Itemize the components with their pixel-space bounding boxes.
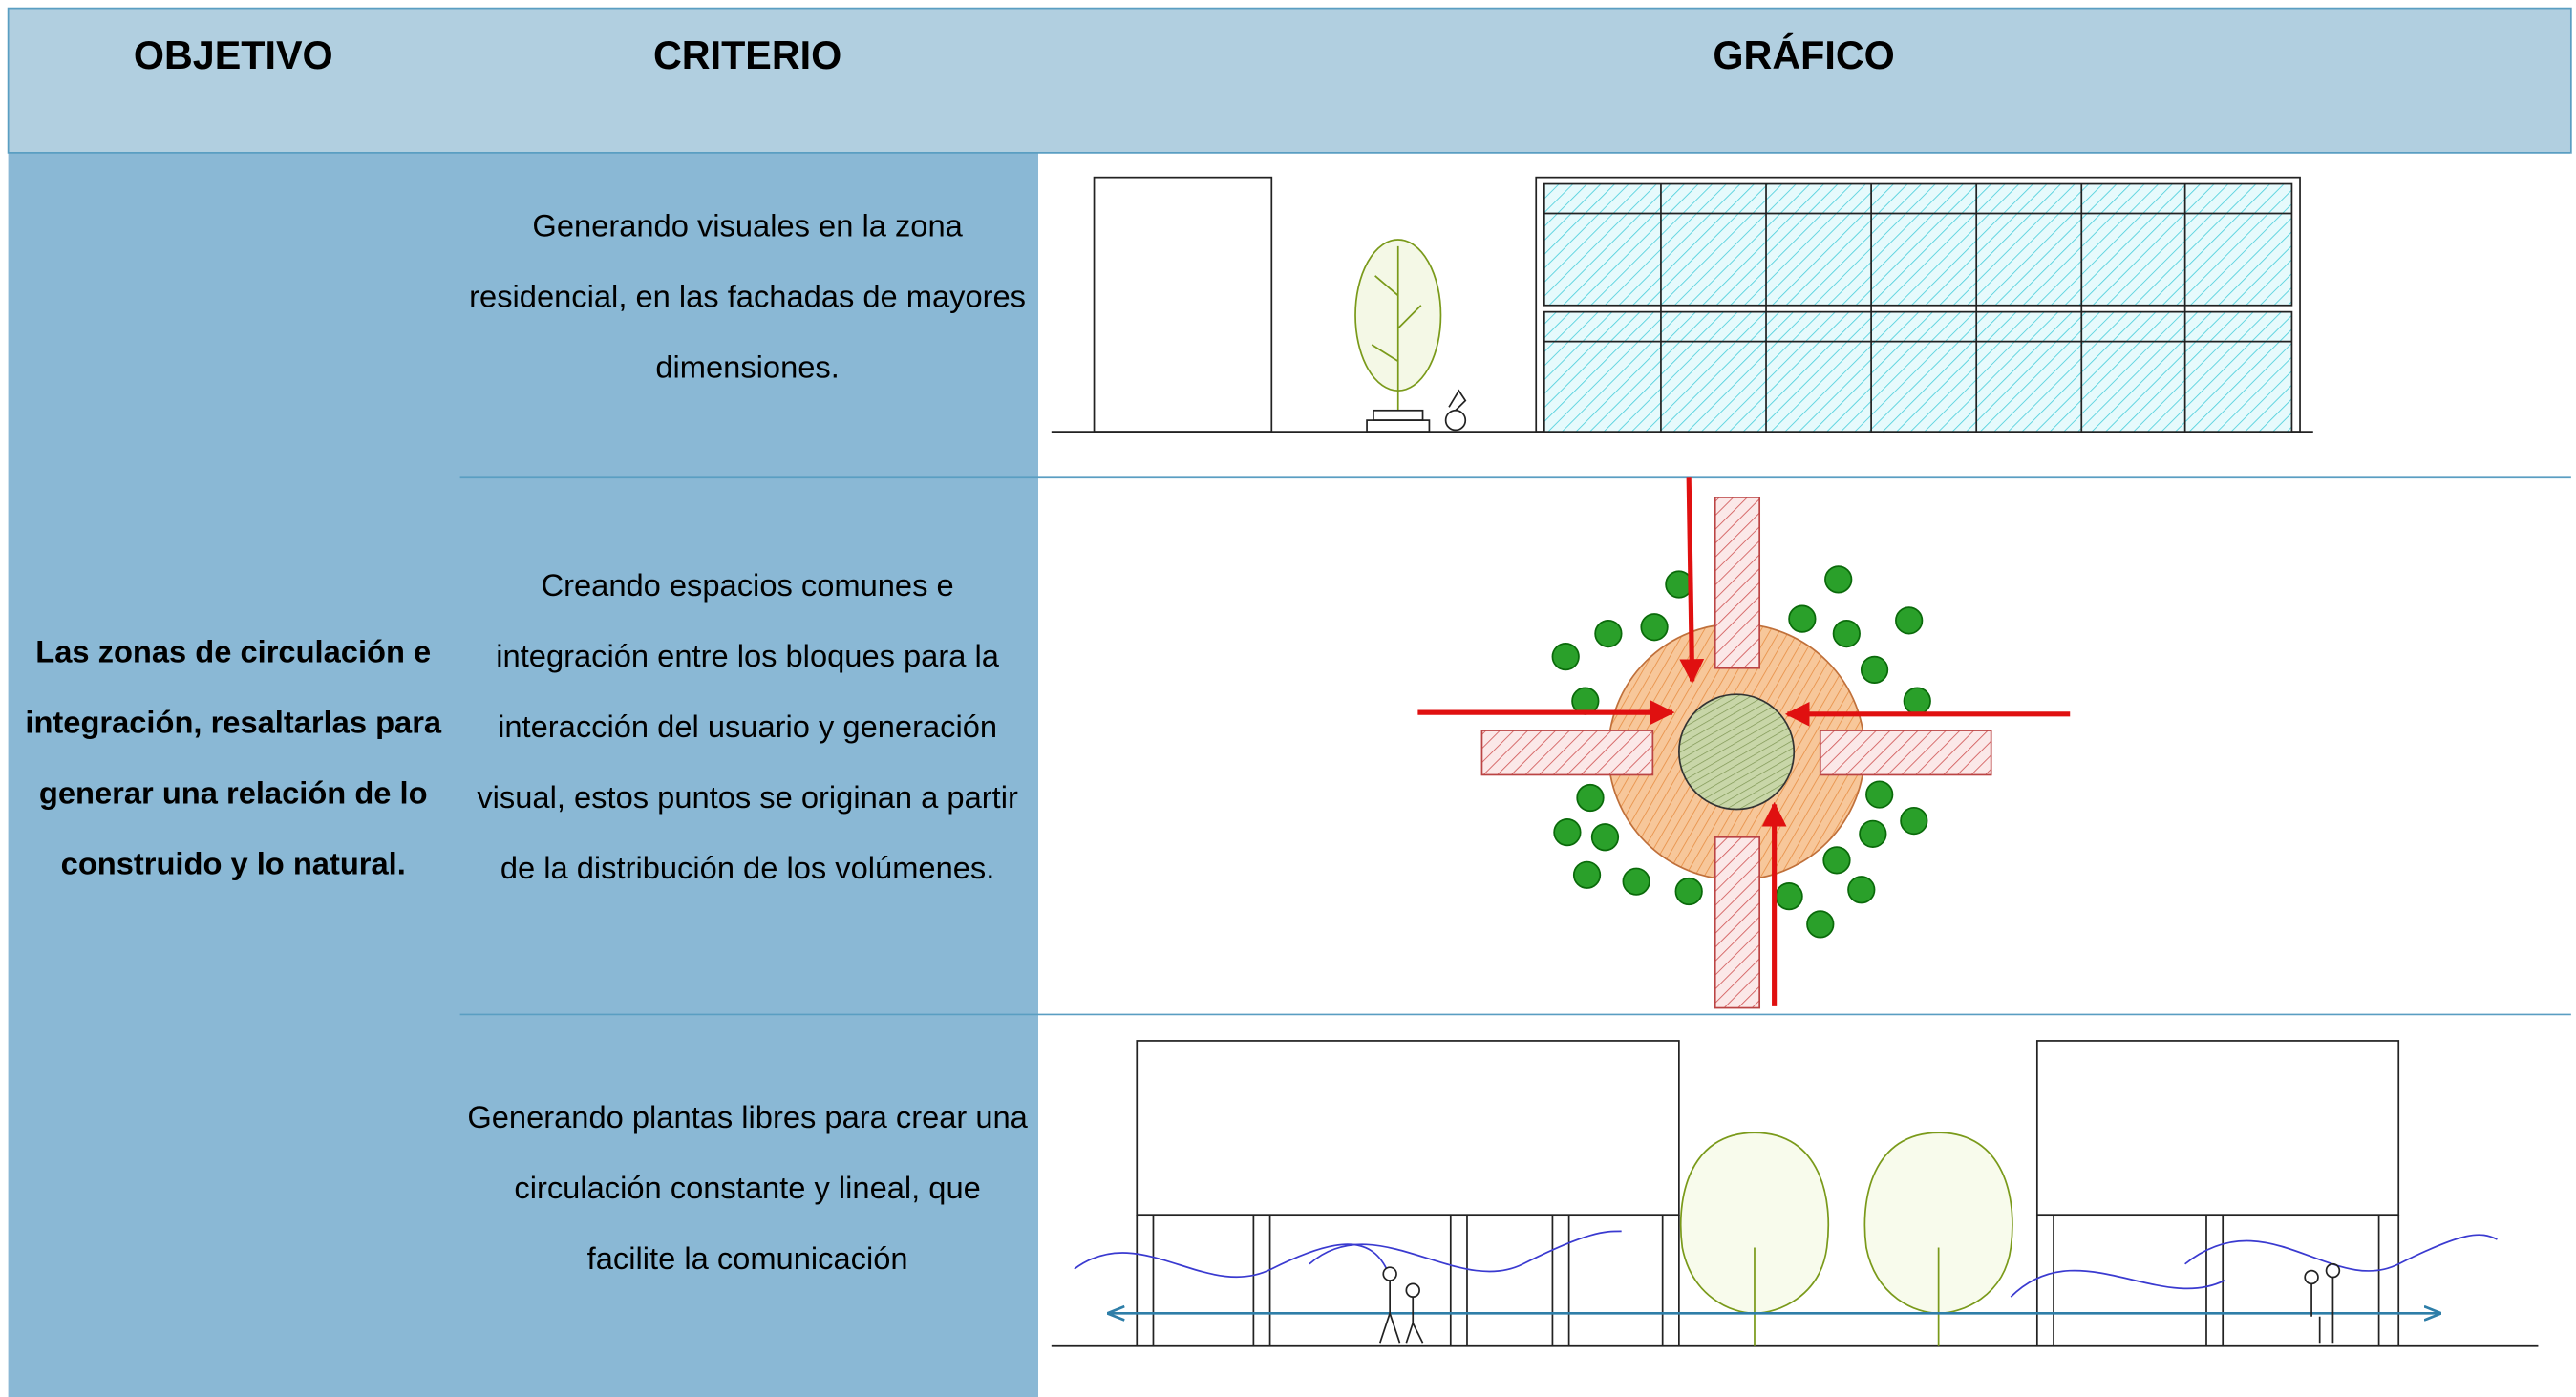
text-line: integración entre los bloques para la	[496, 638, 999, 673]
header-cell: OBJETIVO	[134, 33, 333, 77]
text-line: Las zonas de circulación e	[35, 634, 431, 669]
plan-drawing	[1417, 477, 2071, 1009]
text-line: integración, resaltarlas para	[25, 705, 442, 740]
text-line: residencial, en las fachadas de mayores	[469, 279, 1026, 314]
text-line: circulación constante y lineal, que	[514, 1170, 980, 1205]
body-bg	[8, 152, 1039, 1397]
text-line: generar una relación de lo	[39, 775, 428, 811]
header-cell: CRITERIO	[653, 33, 841, 77]
text-line: Generando visuales en la zona	[532, 208, 963, 243]
elevation-drawing	[1051, 176, 2313, 433]
text-line: de la distribución de los volúmenes.	[500, 850, 994, 885]
header-cell: GRÁFICO	[1713, 33, 1894, 77]
text-line: visual, estos puntos se originan a parti…	[477, 779, 1018, 815]
text-line: dimensiones.	[655, 349, 839, 384]
objective-text: Las zonas de circulación e integración, r…	[25, 634, 442, 881]
criteria: Generando visuales en la zona residencial…	[467, 208, 1028, 1276]
header-bg	[7, 7, 2572, 154]
text-line: construido y lo natural.	[61, 845, 406, 880]
text-line: facilite la comunicación	[587, 1240, 908, 1276]
section-drawing	[1051, 1040, 2539, 1347]
text-line: interacción del usuario y generación	[498, 709, 997, 744]
text-line: Creando espacios comunes e	[542, 567, 954, 603]
text-line: Generando plantas libres para crear una	[467, 1099, 1028, 1134]
